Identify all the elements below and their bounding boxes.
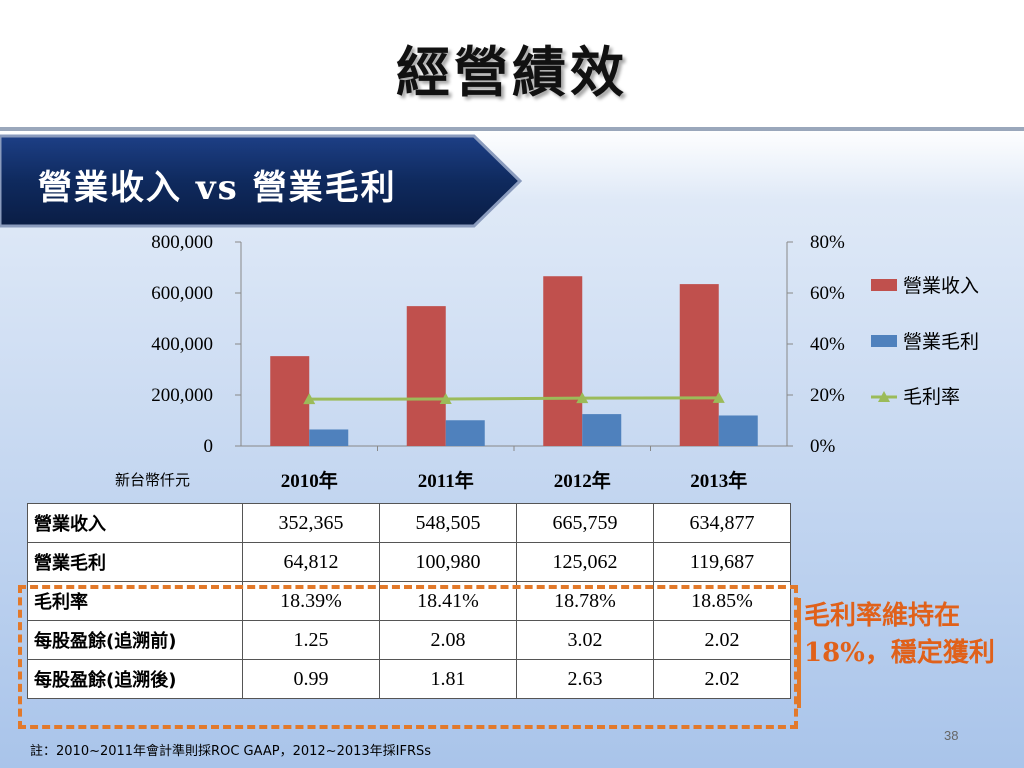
- table-cell: 3.02: [516, 620, 654, 660]
- margin-point: [439, 393, 452, 405]
- legend-marker-margin: [878, 391, 890, 402]
- table-row: 每股盈餘(追溯後) 0.99 1.81 2.63 2.02: [27, 659, 791, 699]
- line-margin: [309, 396, 719, 401]
- category-label: 2011年: [418, 469, 474, 492]
- category-label: 2012年: [554, 469, 611, 492]
- table-cell: 352,365: [242, 503, 380, 543]
- table-cell: 665,759: [516, 503, 654, 543]
- table-row-label: 每股盈餘(追溯後): [27, 659, 243, 699]
- legend-swatch-revenue: [871, 279, 897, 291]
- table-cell: 119,687: [653, 542, 791, 582]
- section-banner: [0, 134, 523, 228]
- right-tick-label: 60%: [810, 283, 845, 304]
- page-number: 38: [944, 728, 959, 743]
- right-tick-label: 20%: [810, 385, 845, 406]
- legend-label-revenue: 營業收入: [903, 275, 979, 297]
- chart-plot-area: 0 200,000 400,000 600,000 800,000 0% 20% 40% 60%…: [115, 232, 845, 492]
- section-banner-text: 營業收入 vs 營業毛利: [38, 168, 397, 208]
- left-tick-label: 0: [204, 436, 214, 457]
- left-tick-label: 800,000: [151, 232, 213, 253]
- bar-revenue: [679, 284, 719, 446]
- table-cell: 1.81: [379, 659, 517, 699]
- left-tick-label: 200,000: [151, 385, 213, 406]
- bar-gross-profit: [445, 420, 485, 446]
- legend-label-margin: 毛利率: [903, 386, 960, 408]
- table-row: 每股盈餘(追溯前) 1.25 2.08 3.02 2.02: [27, 620, 791, 660]
- bar-revenue: [543, 276, 583, 446]
- note-bracket: [797, 598, 801, 708]
- bar-revenue: [270, 356, 310, 446]
- unit-label: 新台幣仟元: [115, 471, 190, 489]
- table-cell: 2.02: [653, 659, 791, 699]
- slide-title: 經營績效: [396, 40, 628, 104]
- margin-point: [712, 391, 725, 403]
- right-tick-label: 0%: [810, 436, 836, 457]
- left-tick-label: 400,000: [151, 334, 213, 355]
- table-cell: 548,505: [379, 503, 517, 543]
- margin-point: [303, 393, 316, 405]
- revenue-profit-chart: 0 200,000 400,000 600,000 800,000 0% 20% 40% 60%…: [115, 232, 979, 492]
- financial-table: 營業收入 352,365 548,505 665,759 634,877 營業毛利 64,8…: [27, 503, 791, 699]
- left-tick-label: 600,000: [151, 283, 213, 304]
- category-label: 2013年: [690, 469, 747, 492]
- table-cell: 1.25: [242, 620, 380, 660]
- table-cell: 2.63: [516, 659, 654, 699]
- bar-revenue: [406, 306, 446, 446]
- legend-swatch-gross-profit: [871, 335, 897, 347]
- table-row: 營業毛利 64,812 100,980 125,062 119,687: [27, 542, 791, 582]
- right-tick-label: 40%: [810, 334, 845, 355]
- accounting-footnote: 註：2010~2011年會計準則採ROC GAAP，2012~2013年採IFR…: [30, 744, 432, 759]
- margin-note: 毛利率維持在18%，穩定獲利: [804, 601, 995, 668]
- table-cell: 634,877: [653, 503, 791, 543]
- table-row-label: 營業毛利: [27, 542, 243, 582]
- title-divider: [0, 127, 1024, 131]
- category-label: 2010年: [281, 469, 338, 492]
- bar-gross-profit: [718, 415, 758, 446]
- legend-label-gross-profit: 營業毛利: [903, 331, 979, 353]
- highlight-dashed-box: [18, 585, 798, 729]
- table-cell: 64,812: [242, 542, 380, 582]
- table-cell: 0.99: [242, 659, 380, 699]
- right-tick-label: 80%: [810, 232, 845, 253]
- bar-gross-profit: [309, 429, 349, 446]
- table-cell: 100,980: [379, 542, 517, 582]
- table-cell: 125,062: [516, 542, 654, 582]
- margin-point: [576, 392, 589, 404]
- table-row-label: 營業收入: [27, 503, 243, 543]
- bar-gross-profit: [582, 414, 622, 446]
- table-cell: 2.08: [379, 620, 517, 660]
- table-row: 營業收入 352,365 548,505 665,759 634,877: [27, 503, 791, 543]
- table-row-label: 每股盈餘(追溯前): [27, 620, 243, 660]
